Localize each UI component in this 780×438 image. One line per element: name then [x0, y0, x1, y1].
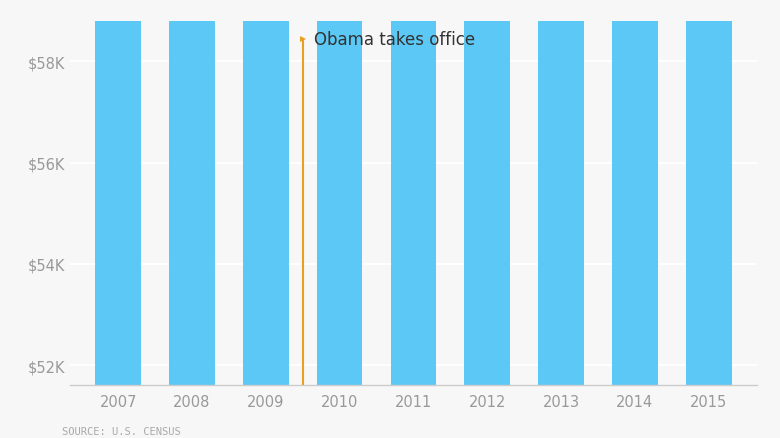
Bar [538, 0, 584, 385]
Bar [169, 0, 214, 385]
Bar [612, 0, 658, 385]
Bar [464, 0, 510, 385]
Text: Obama takes office: Obama takes office [314, 31, 475, 49]
Bar [686, 0, 732, 385]
Bar [317, 0, 363, 385]
Bar [391, 0, 436, 385]
Bar [95, 0, 141, 385]
Bar [243, 0, 289, 385]
Text: SOURCE: U.S. CENSUS: SOURCE: U.S. CENSUS [62, 426, 181, 436]
